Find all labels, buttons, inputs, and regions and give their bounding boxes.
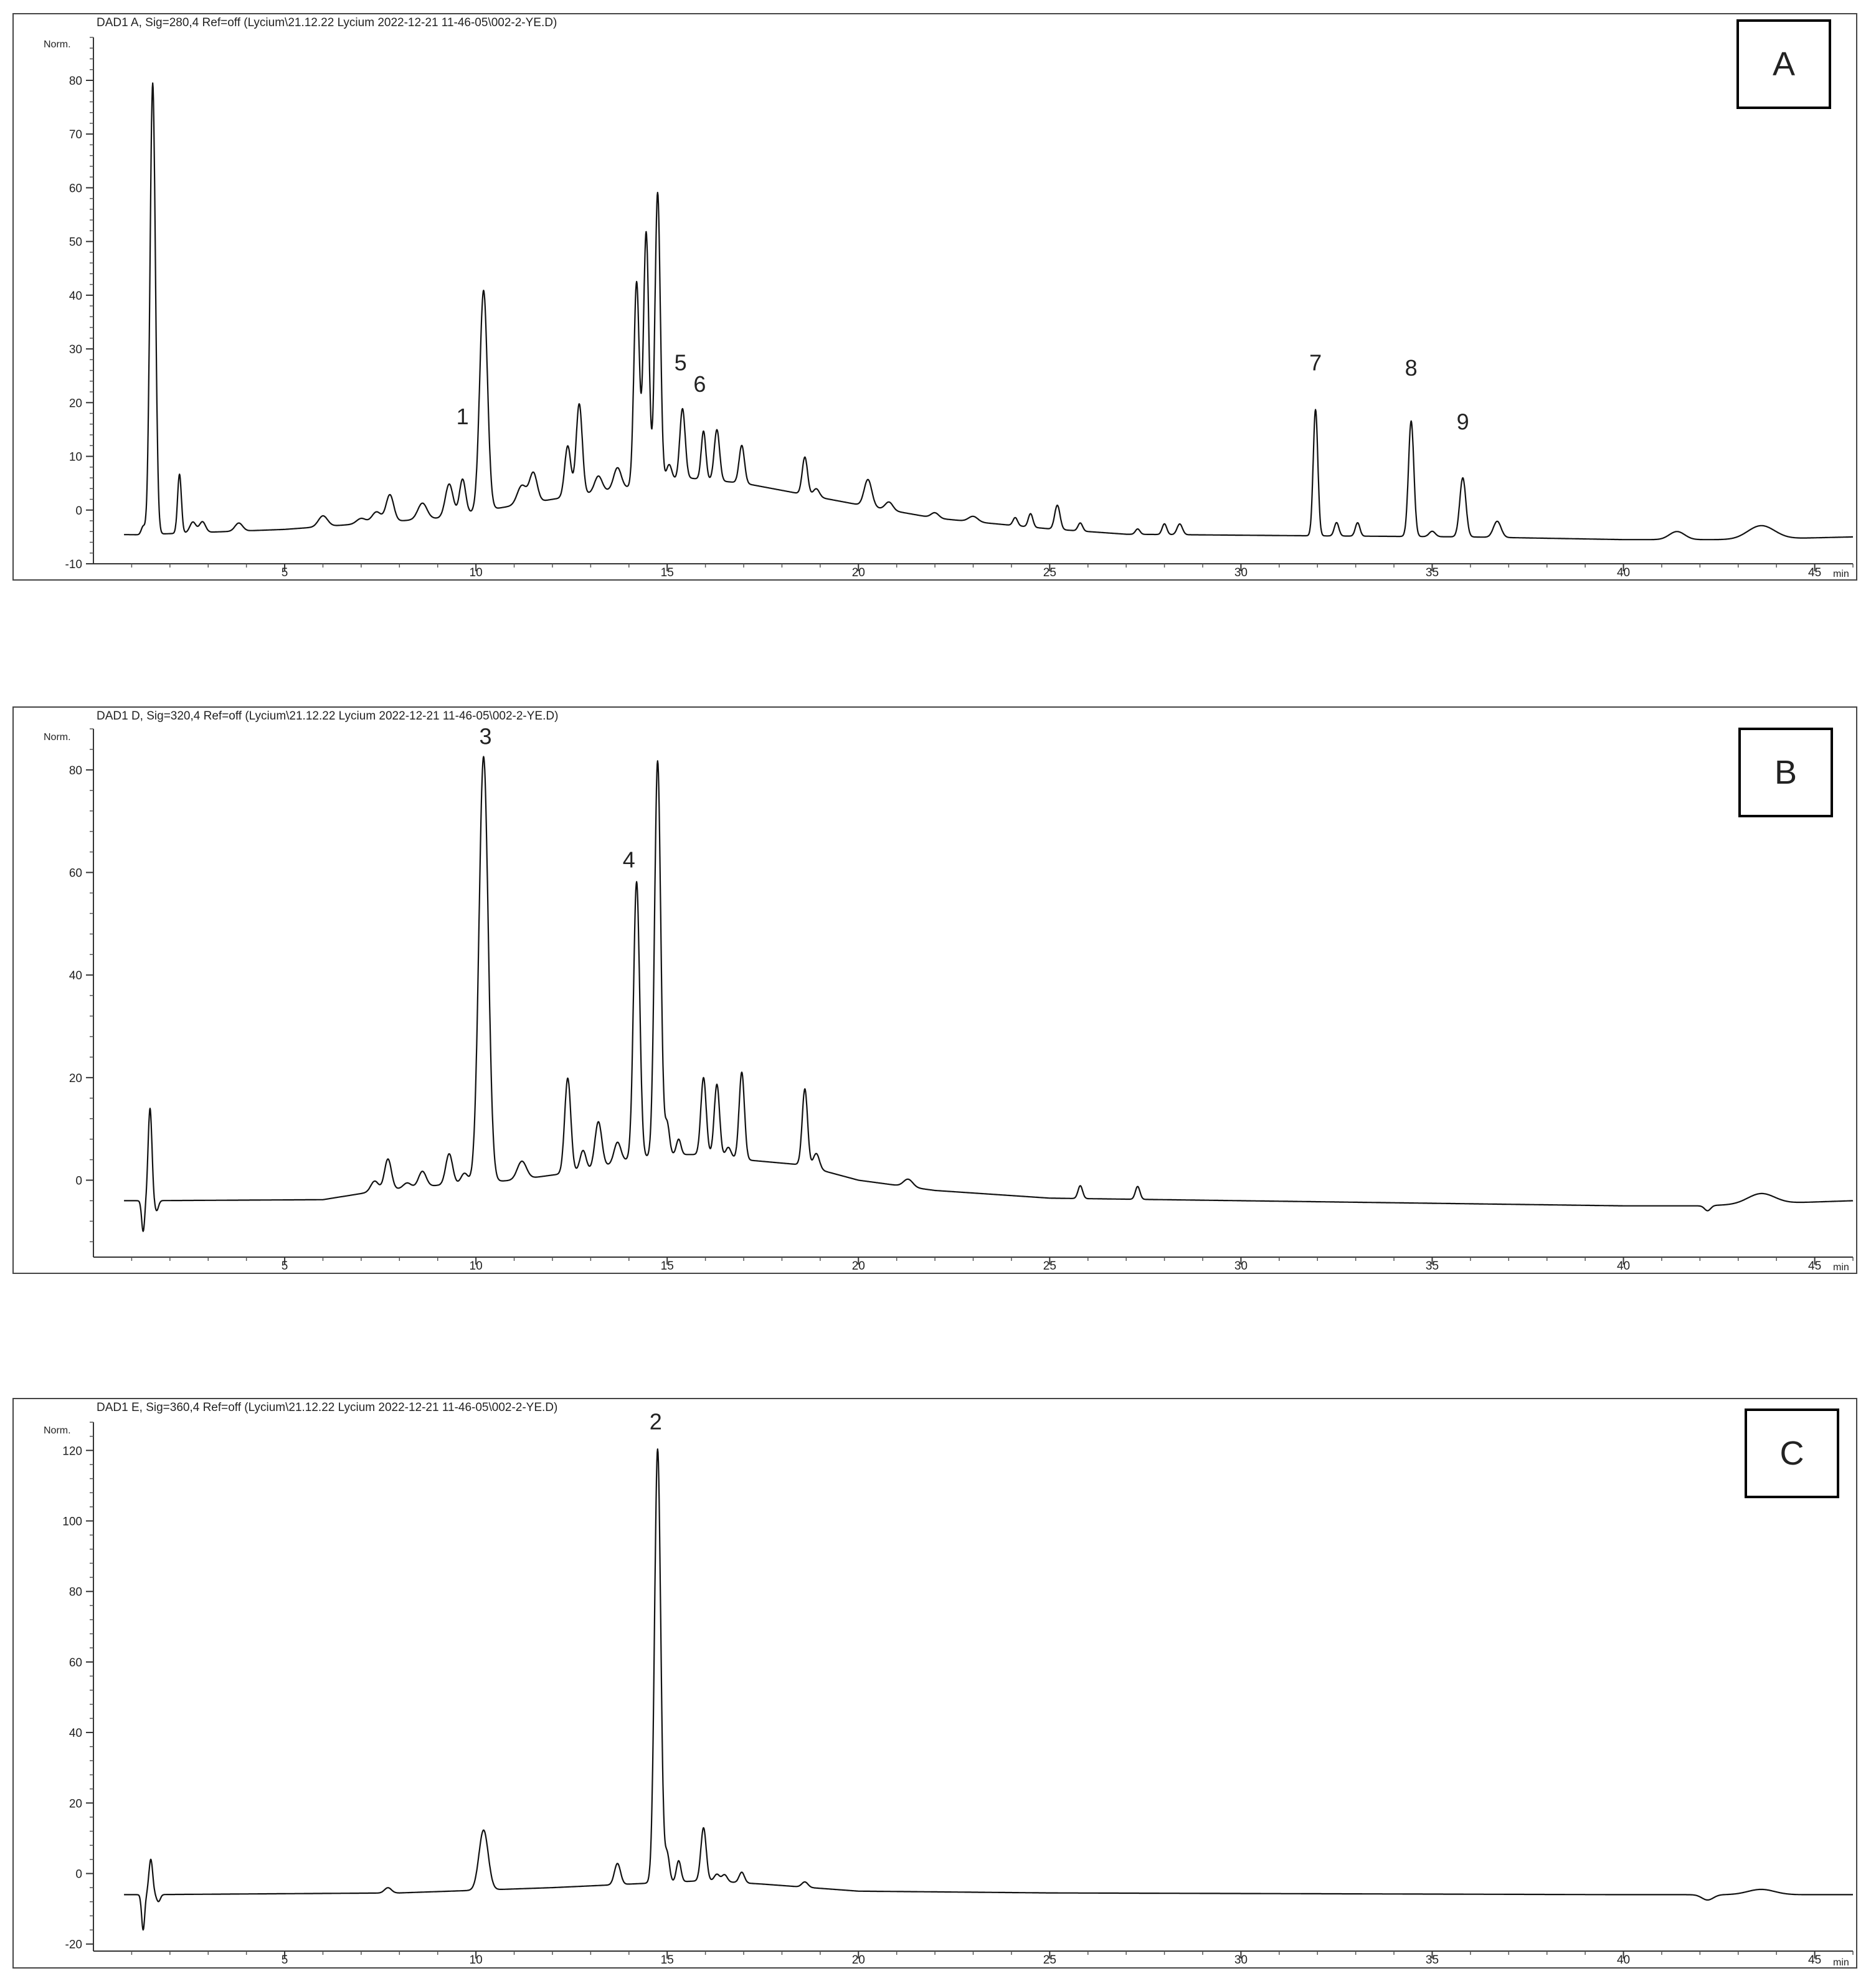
x-tick-label: 40: [1617, 1954, 1630, 1967]
x-tick-label: 35: [1426, 1260, 1439, 1273]
y-tick-label: 20: [69, 1797, 82, 1810]
panel-c-axes: 5 10 15 20 25 30 35 40 45 -20 0 20 40 60 80 100 120: [62, 1422, 1854, 1967]
x-tick-label: 25: [1043, 1954, 1056, 1967]
y-tick-label: 10: [69, 451, 82, 464]
panel-a-letter: A: [1773, 45, 1795, 83]
y-tick-label: 20: [69, 1072, 82, 1085]
panel-a-ylabel: Norm.: [44, 39, 71, 50]
panel-c-xunit: min: [1833, 1957, 1849, 1968]
panel-c-ylabel: Norm.: [44, 1425, 71, 1436]
panel-a-letter-box: [1736, 19, 1831, 109]
peak-label: 2: [650, 1409, 662, 1434]
x-tick-label: 10: [470, 1260, 483, 1273]
panel-c-letter: C: [1780, 1435, 1804, 1472]
x-tick-label: 40: [1617, 566, 1630, 579]
x-tick-label: 5: [282, 566, 288, 579]
y-tick-label: 120: [62, 1445, 82, 1458]
panel-b-letter-box: [1738, 728, 1833, 817]
x-tick-label: 10: [470, 566, 483, 579]
y-tick-label: 60: [69, 867, 82, 880]
x-tick-label: 30: [1234, 1260, 1248, 1273]
peak-label: 7: [1309, 350, 1322, 376]
x-tick-label: 25: [1043, 1260, 1056, 1273]
x-tick-label: 5: [282, 1260, 288, 1273]
y-tick-label: 100: [62, 1515, 82, 1528]
x-tick-label: 45: [1808, 1260, 1821, 1273]
panel-c-peak-labels: 2: [650, 1409, 662, 1434]
peak-label: 3: [479, 724, 491, 749]
x-tick-label: 35: [1426, 1954, 1439, 1967]
panel-b-axes: 5 10 15 20 25 30 35 40 45 0 20 40 60 80: [69, 728, 1854, 1273]
panel-b-header: DAD1 D, Sig=320,4 Ref=off (Lycium\21.12.…: [97, 710, 558, 723]
y-tick-label: 80: [69, 75, 82, 88]
y-tick-label: -20: [65, 1939, 82, 1952]
x-tick-label: 20: [852, 566, 865, 579]
x-tick-label: 45: [1808, 1954, 1821, 1967]
y-tick-label: 0: [75, 1868, 82, 1881]
y-tick-label: 60: [69, 1656, 82, 1670]
y-tick-label: 50: [69, 236, 82, 249]
y-tick-label: 60: [69, 182, 82, 195]
panel-c-frame: [12, 1398, 1857, 1969]
y-tick-label: 40: [69, 290, 82, 303]
panel-c: DAD1 E, Sig=360,4 Ref=off (Lycium\21.12.…: [12, 1398, 1857, 1969]
panel-b-trace: [123, 756, 1854, 1232]
peak-label: 4: [623, 847, 635, 872]
x-tick-label: 5: [282, 1954, 288, 1967]
panel-a-peak-labels: 1 56 7 8 9: [457, 350, 1469, 435]
panel-a-xunit: min: [1833, 569, 1849, 579]
x-tick-label: 30: [1234, 566, 1248, 579]
panel-b-xunit: min: [1833, 1262, 1849, 1273]
panel-a: DAD1 A, Sig=280,4 Ref=off (Lycium\21.12.…: [12, 13, 1857, 581]
panel-c-header: DAD1 E, Sig=360,4 Ref=off (Lycium\21.12.…: [97, 1401, 557, 1414]
x-tick-label: 10: [470, 1954, 483, 1967]
x-tick-label: 20: [852, 1954, 865, 1967]
panel-b-frame: [12, 706, 1857, 1274]
y-tick-label: 30: [69, 343, 82, 356]
y-tick-label: 0: [75, 505, 82, 518]
x-tick-label: 15: [661, 1260, 674, 1273]
panel-b-letter: B: [1774, 754, 1797, 791]
panel-b: DAD1 D, Sig=320,4 Ref=off (Lycium\21.12.…: [12, 706, 1857, 1274]
peak-label: 1: [457, 404, 469, 429]
peak-label: 9: [1457, 409, 1469, 434]
panel-a-trace: [123, 82, 1854, 541]
panel-c-letter-box: [1745, 1409, 1839, 1498]
panel-a-frame: [12, 13, 1857, 581]
panel-c-trace: [123, 1448, 1854, 1931]
x-tick-label: 40: [1617, 1260, 1630, 1273]
peak-label: 5: [675, 350, 687, 376]
x-tick-label: 20: [852, 1260, 865, 1273]
panel-b-ylabel: Norm.: [44, 732, 71, 743]
panel-b-peak-labels: 34: [479, 724, 635, 873]
x-tick-label: 35: [1426, 566, 1439, 579]
x-tick-label: 15: [661, 1954, 674, 1967]
y-tick-label: 20: [69, 397, 82, 410]
x-tick-label: 25: [1043, 566, 1056, 579]
y-tick-label: 80: [69, 764, 82, 777]
x-tick-label: 45: [1808, 566, 1821, 579]
x-tick-label: 15: [661, 566, 674, 579]
peak-label: 8: [1405, 355, 1418, 381]
peak-label: 6: [693, 371, 706, 397]
x-tick-label: 30: [1234, 1954, 1248, 1967]
y-tick-label: 40: [69, 969, 82, 982]
y-tick-label: 0: [75, 1175, 82, 1188]
y-tick-label: 70: [69, 128, 82, 141]
panel-a-header: DAD1 A, Sig=280,4 Ref=off (Lycium\21.12.…: [97, 16, 557, 29]
y-tick-label: 40: [69, 1727, 82, 1740]
y-tick-label: -10: [65, 558, 82, 571]
y-tick-label: 80: [69, 1586, 82, 1599]
